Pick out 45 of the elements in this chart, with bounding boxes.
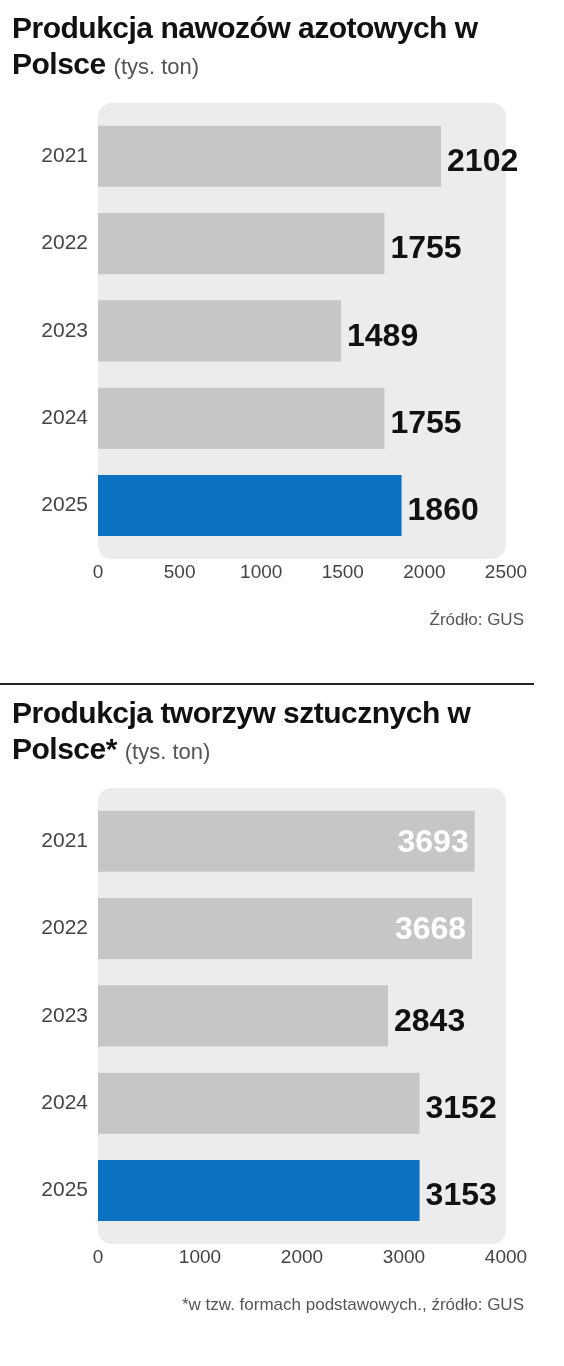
chart-subtitle: (tys. ton) [124,739,211,764]
y-tick-label: 2024 [41,405,89,429]
text: *w tzw. formach podstawowych., źródło: GUS [180,1295,525,1315]
bar [98,985,388,1047]
bar [98,213,385,275]
x-tick-label: 0 [92,560,104,582]
x-tick-label: 500 [163,560,196,582]
text: Źródło: GUS [428,610,525,630]
chart-subtitle: (tys. ton) [113,54,200,79]
y-tick-label: 2023 [41,1002,88,1026]
data-label: 3152 [425,1089,497,1126]
data-label: 1755 [390,404,462,441]
data-label: 2843 [393,1001,466,1038]
bar [98,125,442,187]
bar [98,387,385,449]
y-tick-label: 2025 [41,492,88,516]
x-tick-label: 2000 [403,560,446,582]
x-tick-label: 1000 [240,560,283,582]
x-tick-label: 4000 [484,1245,528,1267]
x-tick-label: 2500 [484,560,528,582]
x-tick-label: 3000 [382,1245,426,1267]
bar [98,474,402,537]
bar [98,1072,420,1134]
data-label: 3153 [425,1176,497,1213]
x-tick-label: 1000 [178,1245,222,1267]
bar [98,1159,420,1222]
y-tick-label: 2025 [41,1177,88,1201]
data-label: 1755 [390,229,462,266]
y-tick-label: 2023 [41,317,88,341]
data-label: 2102 [447,142,519,179]
bar [98,810,475,872]
data-label: 3668 [394,910,467,947]
y-tick-label: 2022 [41,915,88,939]
bar [98,898,473,960]
bar [98,300,342,362]
data-label: 1860 [407,491,479,528]
x-tick-label: 0 [92,1245,104,1267]
x-tick-label: 1500 [321,560,364,582]
y-tick-label: 2021 [41,143,88,167]
x-tick-label: 2000 [280,1245,324,1267]
data-label: 3693 [397,823,469,860]
y-tick-label: 2021 [41,828,88,852]
data-label: 1489 [347,316,419,353]
y-tick-label: 2022 [41,230,88,254]
y-tick-label: 2024 [41,1090,89,1114]
